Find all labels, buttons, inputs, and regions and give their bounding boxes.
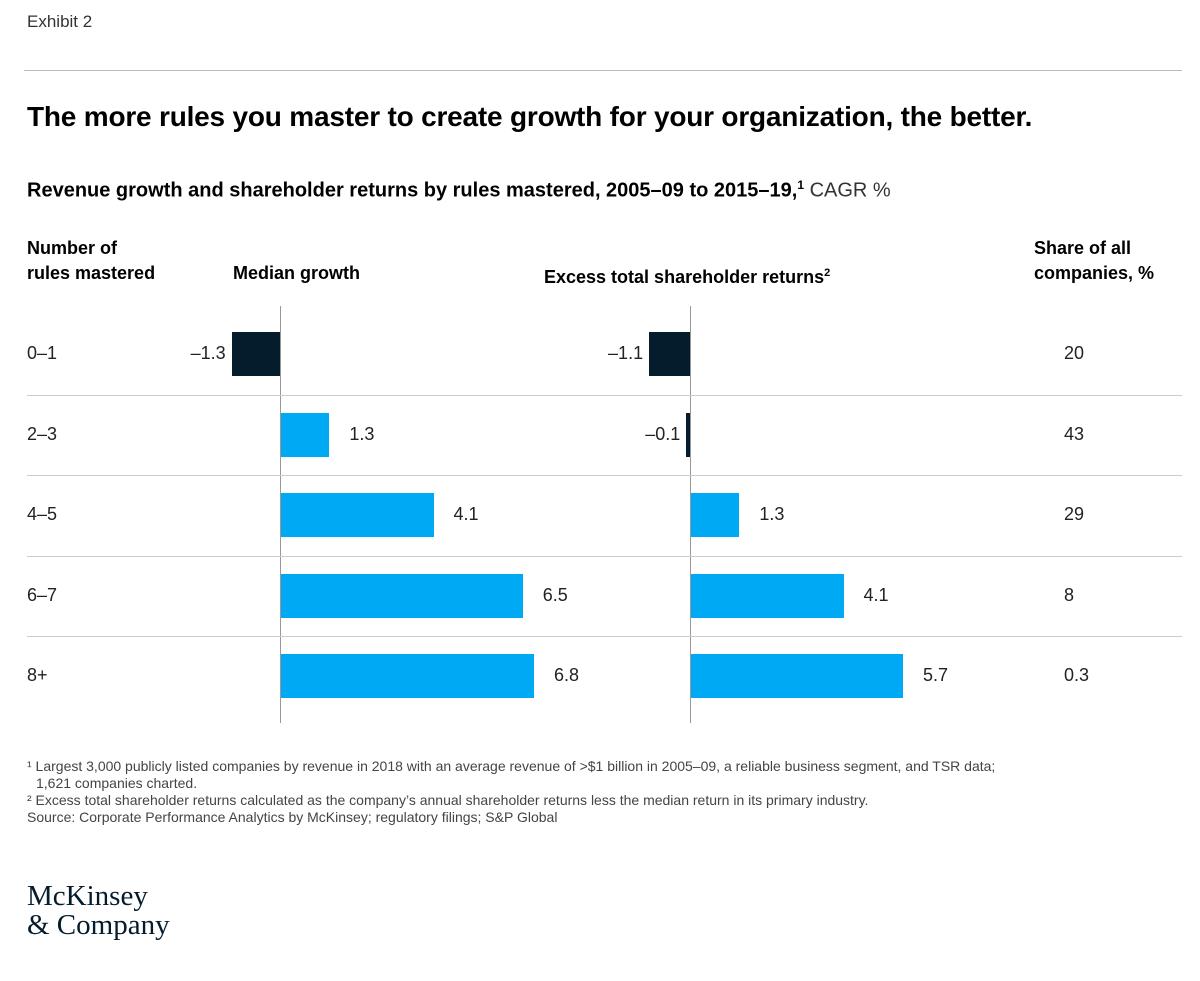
share-value: 20 <box>1064 343 1085 363</box>
header-tsr-footnote-ref: 2 <box>824 267 831 279</box>
share-value: 43 <box>1064 423 1085 444</box>
share-value: 29 <box>1064 504 1085 524</box>
share-value: 0.3 <box>1064 665 1090 685</box>
footnote-1-cont: 1,621 companies charted. <box>36 775 198 791</box>
axis-line-growth <box>280 306 281 723</box>
header-growth: Median growth <box>233 263 360 283</box>
mckinsey-logo: McKinsey & Company <box>27 882 170 940</box>
axis-line-tsr <box>690 306 691 723</box>
category-label: 6–7 <box>27 584 58 605</box>
tsr-bar <box>686 412 690 457</box>
growth-data-label: –1.3 <box>190 343 226 363</box>
logo-line2: & Company <box>27 909 170 941</box>
tsr-data-label: –1.1 <box>608 343 644 363</box>
exhibit-label: Exhibit 2 <box>27 12 93 31</box>
share-value: 8 <box>1064 584 1075 605</box>
header-rules-line1: Number of <box>27 238 117 258</box>
header-rules-line2: rules mastered <box>27 263 156 283</box>
tsr-bar <box>691 654 904 698</box>
row-separator <box>27 555 1182 557</box>
growth-bar <box>281 573 523 618</box>
tsr-bar <box>691 573 844 618</box>
header-tsr-text: Excess total shareholder returns <box>544 267 825 287</box>
footnote-1: ¹ Largest 3,000 publicly listed companie… <box>27 758 996 774</box>
growth-bar <box>281 654 534 698</box>
subtitle-text: Revenue growth and shareholder returns b… <box>27 179 798 202</box>
growth-bar <box>231 332 280 376</box>
header-share-line2-text: companies, % <box>1034 263 1155 283</box>
category-label: 4–5 <box>27 504 58 524</box>
tsr-bar <box>691 493 740 537</box>
category-label: 8+ <box>27 665 48 685</box>
header-rules: Number of rules mastered <box>27 236 155 286</box>
subtitle-footnote-ref: 1 <box>797 178 805 192</box>
subtitle-unit: CAGR % <box>804 179 891 202</box>
growth-bar <box>281 493 434 537</box>
row-separator <box>27 475 1182 476</box>
tsr-data-label: 1.3 <box>759 504 785 524</box>
footnote-2: ² Excess total shareholder returns calcu… <box>27 792 869 808</box>
growth-data-label: 1.3 <box>349 423 375 444</box>
logo-line1: McKinsey <box>27 880 148 912</box>
tsr-data-label: –0.1 <box>645 423 681 444</box>
growth-data-label: 4.1 <box>453 504 479 524</box>
header-share: Share of all companies, % <box>1034 236 1154 286</box>
tsr-bar <box>649 332 690 376</box>
header-share-line1: Share of all <box>1034 238 1132 258</box>
tsr-data-label: 4.1 <box>863 584 889 605</box>
chart-subtitle: Revenue growth and shareholder returns b… <box>27 178 891 203</box>
tsr-data-label: 5.7 <box>923 665 949 685</box>
chart-title: The more rules you master to create grow… <box>27 101 1033 132</box>
growth-bar <box>281 412 330 457</box>
row-separator <box>27 394 1182 396</box>
header-share-line2: companies, % <box>1034 261 1154 286</box>
growth-data-label: 6.8 <box>553 665 579 685</box>
source-note: Source: Corporate Performance Analytics … <box>27 809 558 825</box>
growth-data-label: 6.5 <box>542 584 568 605</box>
footnotes: ¹ Largest 3,000 publicly listed companie… <box>27 758 1177 826</box>
category-label: 2–3 <box>27 423 58 444</box>
header-tsr: Excess total shareholder returns2 <box>544 261 830 290</box>
divider <box>24 70 1182 71</box>
category-label: 0–1 <box>27 343 58 363</box>
row-separator <box>27 636 1182 637</box>
